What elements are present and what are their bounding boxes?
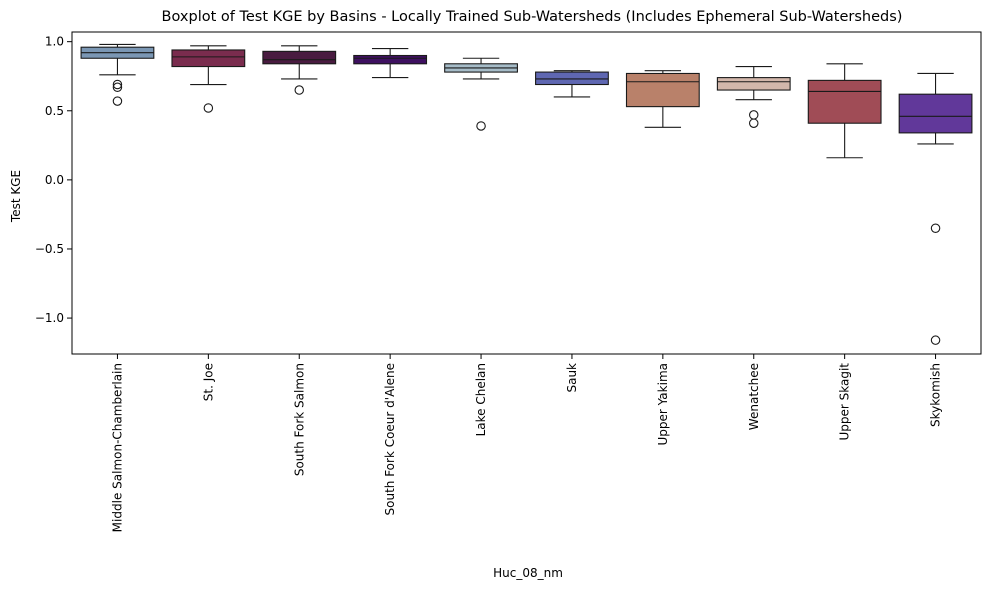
box-group-9	[898, 72, 973, 345]
x-tick-label: Upper Skagit	[838, 363, 852, 441]
outlier-point	[294, 85, 304, 95]
x-axis-label: Huc_08_nm	[493, 566, 563, 580]
box	[625, 72, 700, 108]
y-tick-label: 1.0	[45, 35, 64, 49]
x-tick-label: Wenatchee	[747, 363, 761, 430]
x-tick-label: Middle Salmon-Chamberlain	[110, 363, 124, 532]
x-tick-label: Lake Chelan	[474, 363, 488, 436]
box	[171, 49, 246, 68]
box	[262, 50, 337, 65]
y-tick-label: −1.0	[35, 311, 64, 325]
box-group-5	[535, 70, 609, 98]
y-axis-label: Test KGE	[9, 170, 23, 223]
plot-frame	[71, 31, 982, 355]
outlier-point	[476, 121, 486, 131]
x-tick-label: South Fork Coeur d'Alene	[383, 363, 397, 516]
chart-title: Boxplot of Test KGE by Basins - Locally …	[162, 9, 903, 25]
y-tick-label: −0.5	[35, 242, 64, 256]
box	[353, 54, 428, 65]
x-tick-label: South Fork Salmon	[292, 363, 306, 476]
x-tick-label: Skykomish	[929, 363, 943, 427]
box-group-4	[444, 57, 518, 131]
outlier-point	[112, 79, 123, 90]
x-tick-label: Upper Yakima	[656, 363, 670, 446]
box	[716, 77, 791, 91]
plot-content	[80, 43, 973, 345]
box-group-3	[353, 48, 428, 79]
box-group-2	[262, 45, 337, 95]
y-tick-label: 0.0	[45, 173, 64, 187]
outlier-point	[930, 335, 941, 345]
outlier-point	[112, 96, 123, 106]
x-tick-label: St. Joe	[201, 363, 215, 401]
box	[898, 93, 973, 134]
outlier-point	[112, 82, 123, 93]
box-group-6	[625, 70, 700, 128]
box	[807, 79, 882, 124]
x-tick-label: Sauk	[565, 363, 579, 393]
box	[535, 71, 609, 86]
box-group-8	[807, 63, 882, 159]
x-axis: Middle Salmon-Chamberlain St. Joe South Fo…	[110, 354, 943, 532]
box-group-7	[716, 65, 791, 128]
box-group-0	[80, 43, 155, 106]
outlier-point	[748, 110, 759, 120]
y-tick-label: 0.5	[45, 104, 64, 118]
outlier-point	[930, 223, 941, 233]
outlier-point	[748, 118, 759, 128]
outlier-point	[203, 103, 214, 113]
y-axis: −1.0 −0.5 0.0 0.5 1.0	[35, 35, 72, 325]
box-group-1	[171, 45, 246, 113]
